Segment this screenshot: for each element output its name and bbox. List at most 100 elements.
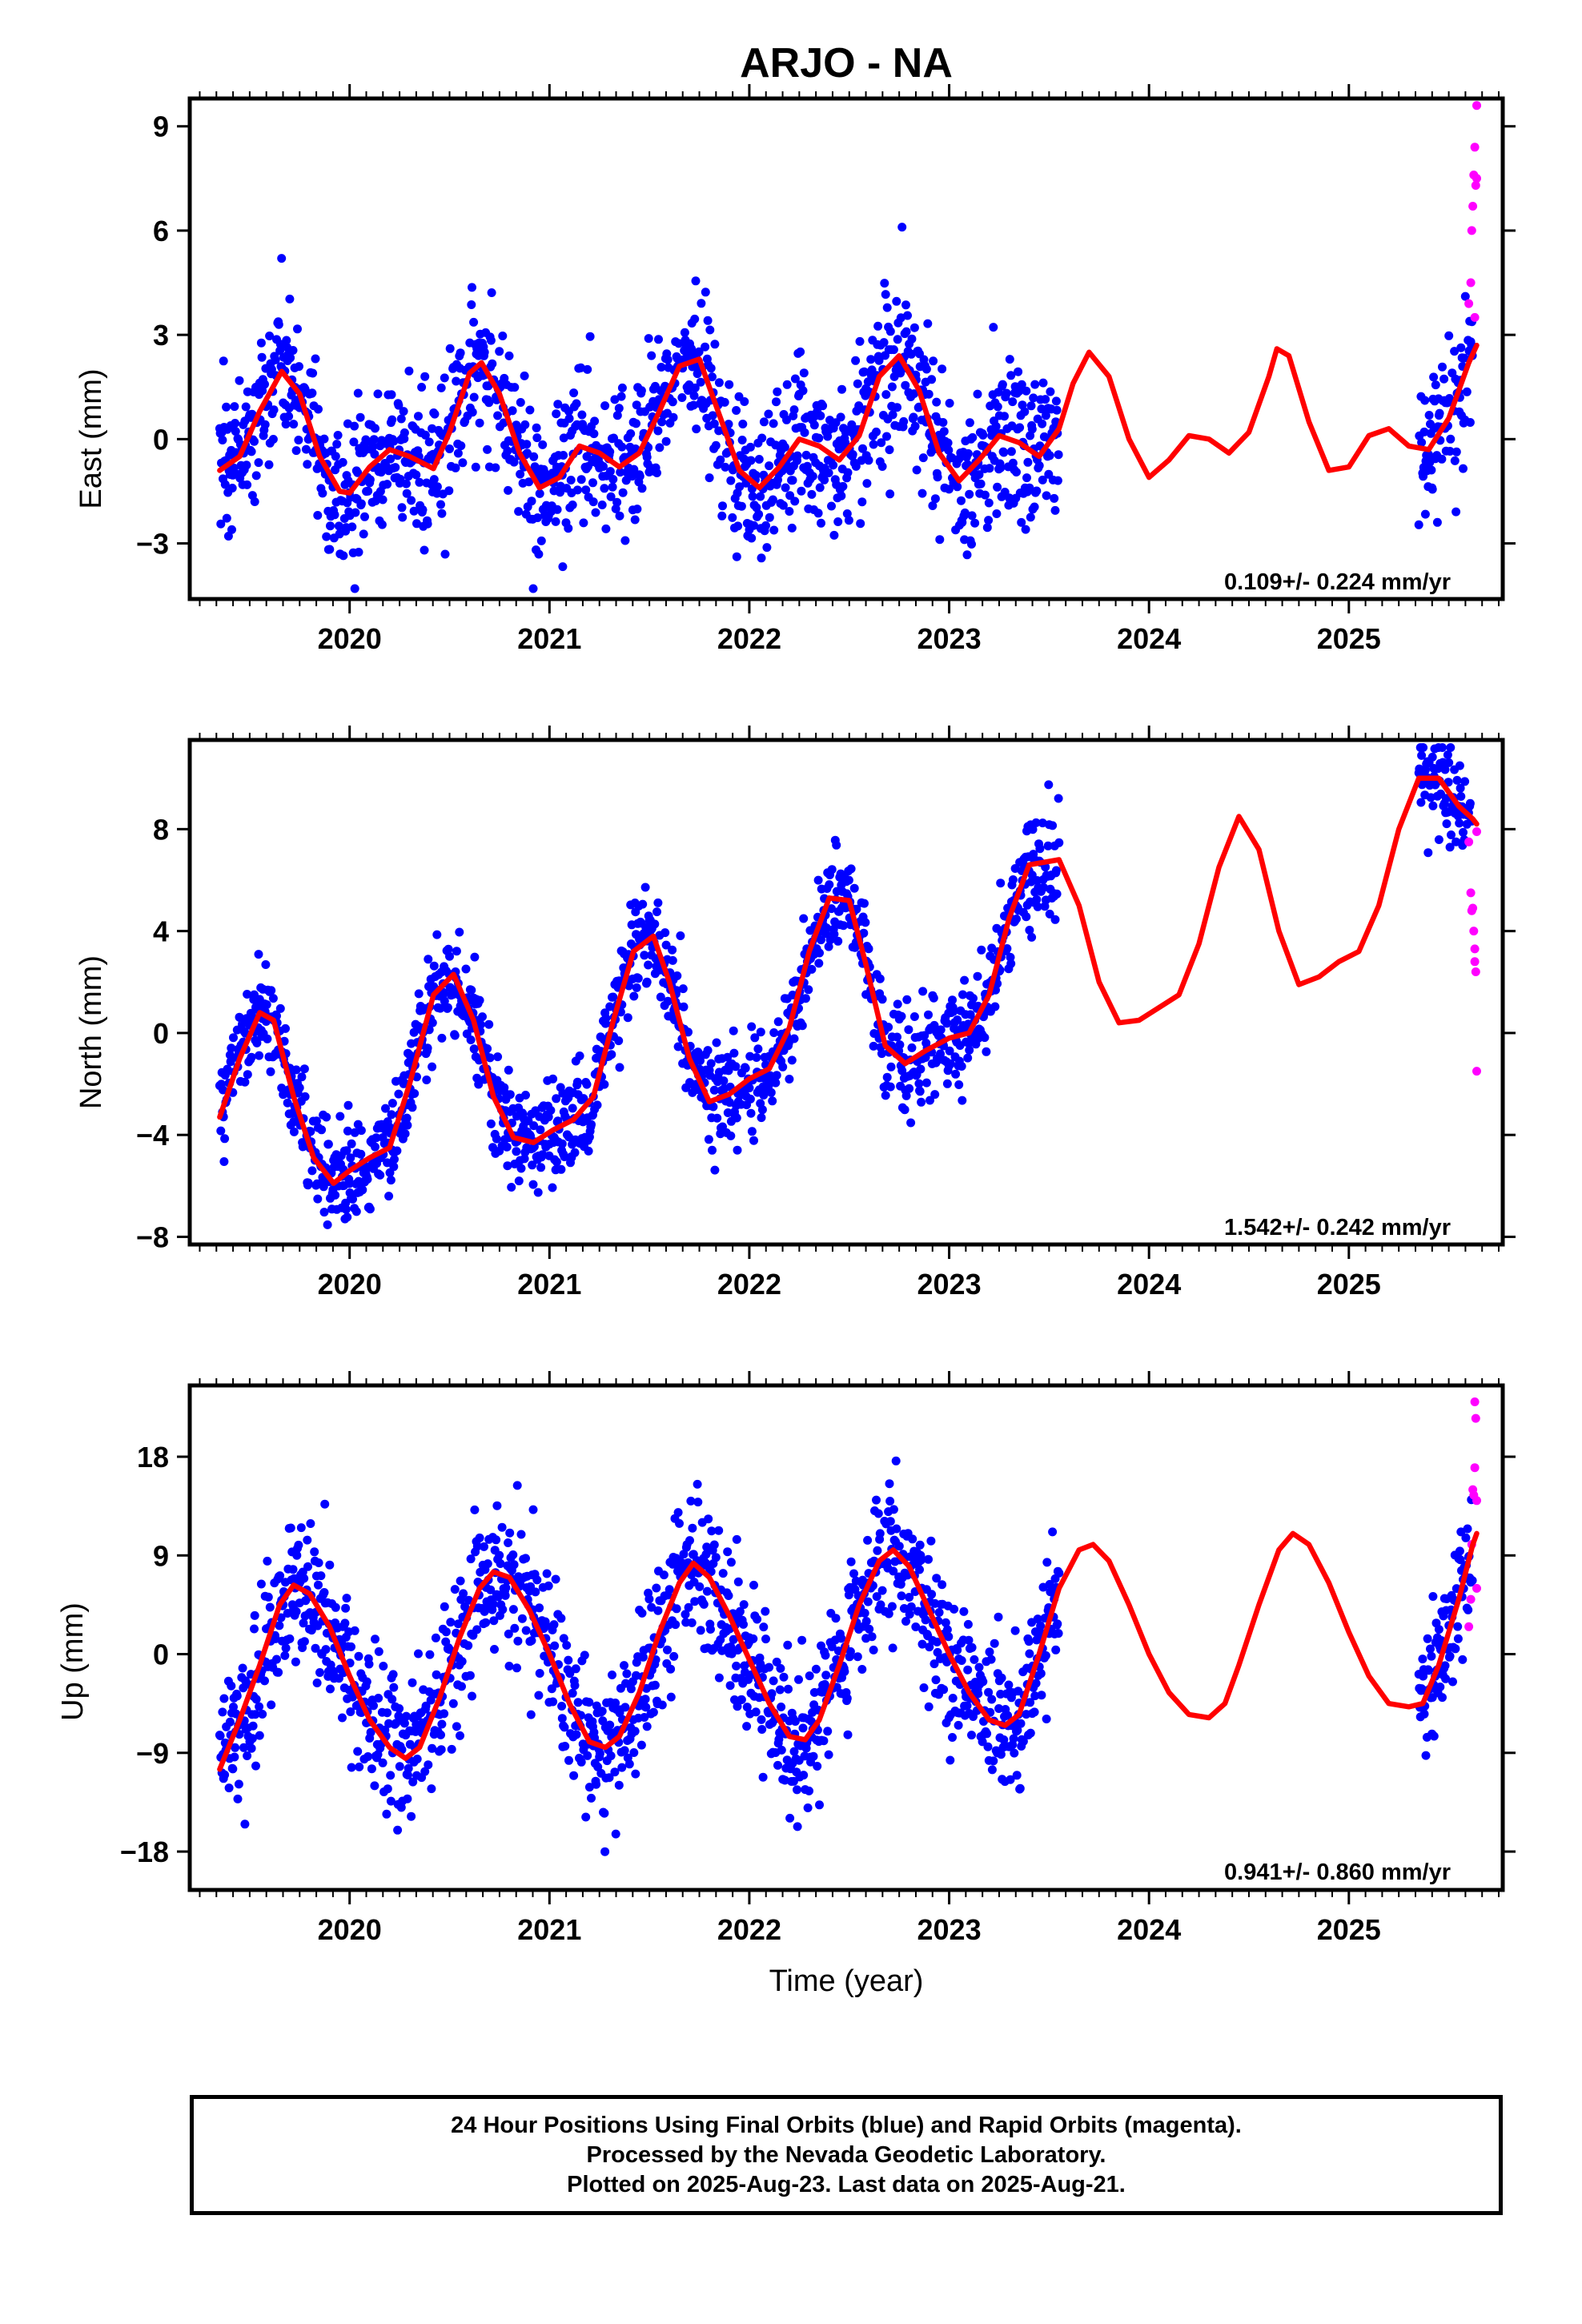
up-final-orbit-point <box>1453 1622 1463 1631</box>
east-final-orbit-point <box>219 356 228 366</box>
north-final-orbit-point <box>869 1041 878 1051</box>
east-rapid-orbit-point <box>1464 299 1474 308</box>
up-final-orbit-point <box>1051 1645 1061 1655</box>
up-final-orbit-point <box>470 1505 480 1514</box>
east-final-orbit-point <box>793 451 802 460</box>
up-final-orbit-point <box>1445 1651 1455 1661</box>
east-final-orbit-point <box>970 518 980 528</box>
north-final-orbit-point <box>807 964 817 974</box>
east-final-orbit-point <box>1030 502 1039 512</box>
east-final-orbit-point <box>918 453 928 463</box>
north-final-orbit-point <box>552 1157 561 1167</box>
north-final-orbit-point <box>678 984 688 994</box>
up-final-orbit-point <box>938 1580 947 1590</box>
up-final-orbit-point <box>684 1602 693 1612</box>
north-final-orbit-point <box>936 1025 946 1035</box>
north-final-orbit-point <box>942 1019 952 1028</box>
north-final-orbit-point <box>476 1019 485 1029</box>
north-final-orbit-point <box>936 1049 945 1059</box>
east-final-orbit-point <box>295 362 303 372</box>
east-final-orbit-point <box>491 463 500 472</box>
east-final-orbit-point <box>635 472 644 481</box>
up-final-orbit-point <box>707 1526 717 1536</box>
up-final-orbit-point <box>725 1681 735 1691</box>
east-final-orbit-point <box>610 395 620 404</box>
north-final-orbit-point <box>319 1208 329 1217</box>
up-final-orbit-point <box>693 1479 702 1489</box>
east-final-orbit-point <box>892 296 901 306</box>
up-final-orbit-point <box>753 1614 762 1624</box>
east-final-orbit-point <box>923 319 933 328</box>
east-final-orbit-point <box>781 483 790 493</box>
east-rapid-orbit-point <box>1467 226 1476 235</box>
north-final-orbit-point <box>475 995 484 1005</box>
east-final-orbit-point <box>1460 292 1470 301</box>
north-final-orbit-point <box>478 1012 487 1022</box>
up-final-orbit-point <box>681 1610 690 1619</box>
east-final-orbit-point <box>787 523 797 533</box>
north-final-orbit-point <box>312 1179 322 1188</box>
up-rapid-orbit-point <box>1472 1496 1481 1506</box>
east-final-orbit-point <box>529 452 539 461</box>
east-final-orbit-point <box>420 430 430 440</box>
north-final-orbit-point <box>706 1059 716 1068</box>
north-final-orbit-point <box>346 1153 355 1163</box>
north-rapid-orbit-point <box>1464 837 1474 846</box>
east-final-orbit-point <box>440 549 450 559</box>
east-final-orbit-point <box>738 420 748 428</box>
up-final-orbit-point <box>978 1677 988 1687</box>
east-final-orbit-point <box>714 426 724 436</box>
east-final-orbit-point <box>732 552 741 561</box>
up-final-orbit-point <box>263 1592 273 1602</box>
east-final-orbit-point <box>220 480 230 489</box>
north-final-orbit-point <box>914 1079 924 1088</box>
east-final-orbit-point <box>387 415 397 424</box>
north-final-orbit-point <box>829 930 839 939</box>
east-final-orbit-point <box>939 427 949 436</box>
north-final-orbit-point <box>252 1038 262 1047</box>
east-final-orbit-point <box>577 410 587 420</box>
up-final-orbit-point <box>982 1729 992 1739</box>
up-final-orbit-point <box>934 1608 944 1617</box>
east-final-orbit-point <box>944 445 954 455</box>
east-final-orbit-point <box>247 447 256 456</box>
east-final-orbit-point <box>656 363 666 372</box>
east-final-orbit-point <box>430 409 440 419</box>
east-final-orbit-point <box>311 354 320 364</box>
up-model-fit-line <box>217 1530 1480 1772</box>
up-final-orbit-point <box>572 1730 581 1739</box>
north-final-orbit-point <box>445 951 454 961</box>
north-final-orbit-point <box>907 1043 917 1052</box>
up-final-orbit-point <box>243 1751 252 1760</box>
up-final-orbit-point <box>247 1743 256 1753</box>
east-plot-area <box>215 101 1481 593</box>
north-final-orbit-point <box>844 875 853 885</box>
north-final-orbit-point <box>615 1063 624 1072</box>
up-final-orbit-point <box>508 1605 518 1614</box>
north-final-orbit-point <box>897 1011 906 1021</box>
north-final-orbit-point <box>902 995 912 1004</box>
up-final-orbit-point <box>1025 1649 1034 1659</box>
east-final-orbit-point <box>769 525 779 535</box>
north-final-orbit-point <box>946 1059 955 1068</box>
east-final-orbit-point <box>616 468 625 477</box>
east-final-orbit-point <box>313 511 323 520</box>
east-final-orbit-point <box>503 446 512 456</box>
up-final-orbit-point <box>548 1697 558 1707</box>
up-final-orbit-point <box>225 1717 235 1727</box>
north-final-orbit-point <box>1442 819 1452 829</box>
up-final-orbit-point <box>1455 1546 1464 1556</box>
north-frame <box>187 738 1505 1247</box>
north-final-orbit-point <box>881 1091 890 1100</box>
up-final-orbit-point <box>564 1655 573 1665</box>
north-final-orbit-point <box>929 993 938 1003</box>
north-final-orbit-point <box>1008 875 1018 884</box>
north-final-orbit-point <box>942 1079 952 1088</box>
north-rapid-orbit-point <box>1470 944 1480 954</box>
up-rapid-orbit-point <box>1472 1583 1481 1593</box>
up-final-orbit-point <box>233 1794 243 1803</box>
up-final-orbit-point <box>220 1770 230 1779</box>
east-final-orbit-point <box>921 364 931 374</box>
up-final-orbit-point <box>629 1748 639 1757</box>
east-final-orbit-point <box>754 509 764 519</box>
